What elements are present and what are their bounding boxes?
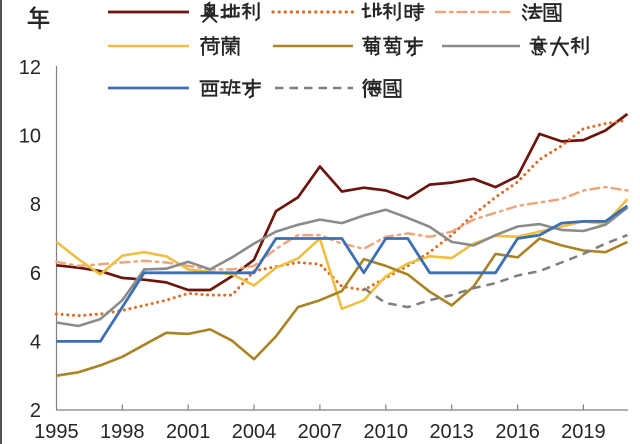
svg-text:2019: 2019 <box>561 421 606 443</box>
svg-text:4: 4 <box>30 331 41 353</box>
svg-text:12: 12 <box>19 57 41 79</box>
svg-text:2004: 2004 <box>232 421 277 443</box>
svg-text:1998: 1998 <box>100 421 145 443</box>
svg-text:2016: 2016 <box>495 421 540 443</box>
svg-text:2: 2 <box>30 400 41 422</box>
svg-text:2013: 2013 <box>429 421 474 443</box>
svg-text:6: 6 <box>30 263 41 285</box>
svg-text:8: 8 <box>30 194 41 216</box>
svg-text:1995: 1995 <box>34 421 79 443</box>
svg-text:2001: 2001 <box>166 421 211 443</box>
svg-text:2010: 2010 <box>364 421 409 443</box>
svg-text:10: 10 <box>19 126 41 148</box>
svg-text:2007: 2007 <box>298 421 343 443</box>
